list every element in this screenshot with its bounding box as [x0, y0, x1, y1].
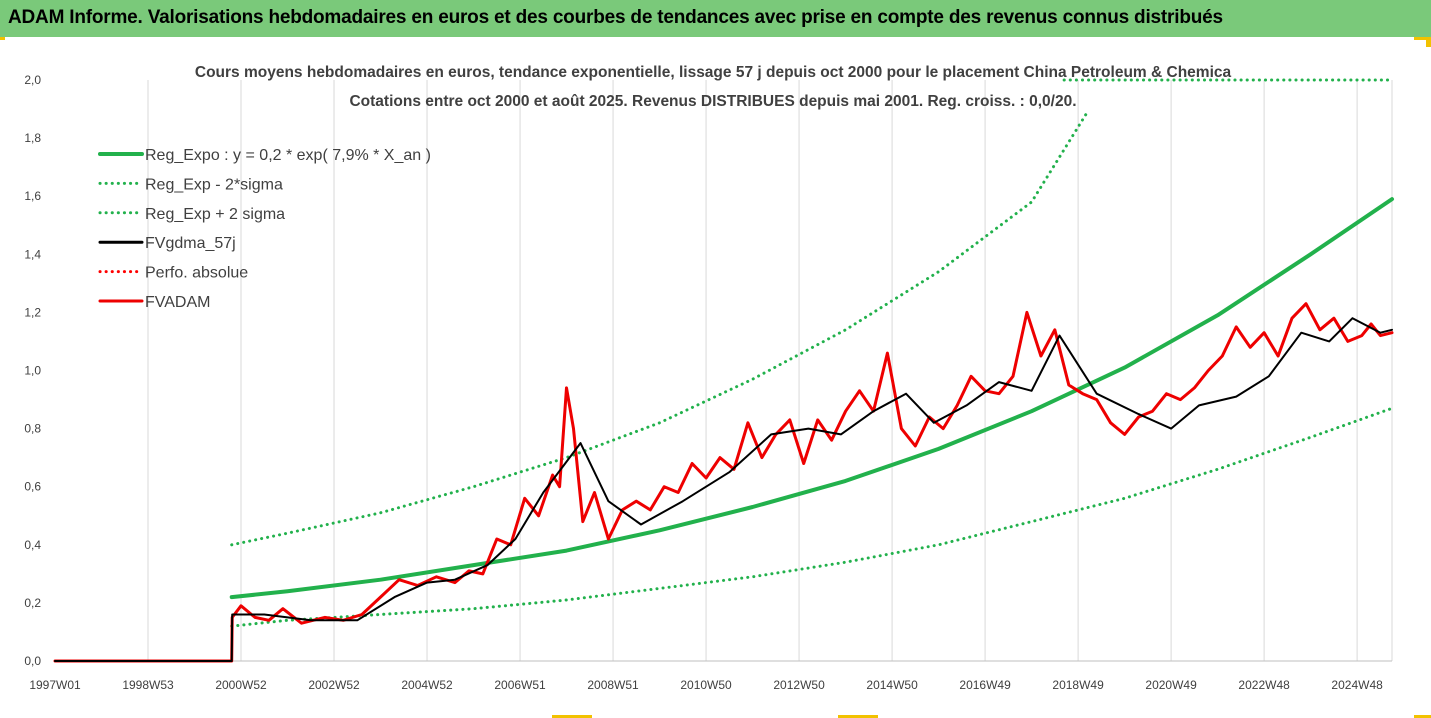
grid-lines — [147, 80, 1393, 661]
x-tick-label: 2016W49 — [959, 678, 1011, 692]
x-tick-label: 2024W48 — [1331, 678, 1383, 692]
y-tick-label: 0,0 — [24, 654, 41, 668]
legend-label: Perfo. absolue — [145, 265, 248, 282]
legend-label: Reg_Exp - 2*sigma — [145, 176, 283, 193]
series-line — [53, 302, 1394, 663]
x-tick-label: 2022W48 — [1238, 678, 1290, 692]
corner-mark — [0, 37, 5, 40]
legend-label: Reg_Expo : y = 0,2 * exp( 7,9% * X_an ) — [145, 147, 431, 164]
series-line — [54, 317, 1393, 662]
x-tick-label: 2000W52 — [215, 678, 267, 692]
y-tick-label: 0,2 — [24, 596, 41, 610]
y-axis: 0,0 0,2 0,4 0,6 0,8 1,0 1,2 1,4 1,6 1,8 2,0 — [24, 73, 41, 668]
x-tick-label: 2018W49 — [1052, 678, 1104, 692]
y-tick-label: 1,2 — [24, 305, 41, 319]
x-tick-label: 2020W49 — [1145, 678, 1197, 692]
corner-mark — [1426, 37, 1431, 47]
series-layer — [53, 78, 1394, 663]
chart-subtitle: Cotations entre oct 2000 et août 2025. R… — [349, 93, 1076, 110]
x-tick-label: 1997W01 — [29, 678, 81, 692]
y-tick-label: 1,0 — [24, 364, 41, 378]
y-tick-label: 0,8 — [24, 422, 41, 436]
x-tick-label: 2002W52 — [308, 678, 360, 692]
series-line — [230, 110, 1089, 547]
chart-title: Cours moyens hebdomadaires en euros, ten… — [195, 64, 1232, 81]
report-title: ADAM Informe. Valorisations hebdomadaire… — [8, 7, 1223, 28]
legend-label: FVADAM — [145, 294, 210, 311]
chart-area: 0,0 0,2 0,4 0,6 0,8 1,0 1,2 1,4 1,6 1,8 2,0 1997W0… — [24, 64, 1394, 692]
x-tick-label: 2010W50 — [680, 678, 732, 692]
y-tick-label: 1,4 — [24, 247, 41, 261]
x-tick-label: 2004W52 — [401, 678, 453, 692]
series-line — [230, 406, 1394, 628]
x-tick-label: 2014W50 — [866, 678, 918, 692]
x-tick-label: 2006W51 — [494, 678, 546, 692]
x-tick-label: 2012W50 — [773, 678, 825, 692]
corner-mark — [552, 715, 592, 718]
y-tick-label: 1,8 — [24, 131, 41, 145]
series-line — [229, 197, 1394, 600]
title-banner: ADAM Informe. Valorisations hebdomadaire… — [0, 0, 1431, 37]
y-tick-label: 1,6 — [24, 189, 41, 203]
x-tick-label: 1998W53 — [122, 678, 174, 692]
corner-mark — [838, 715, 878, 718]
legend-label: FVgdma_57j — [145, 235, 236, 252]
legend-label: Reg_Exp + 2 sigma — [145, 206, 285, 223]
y-tick-label: 0,4 — [24, 538, 41, 552]
corner-mark — [1414, 715, 1431, 718]
x-tick-label: 2008W51 — [587, 678, 639, 692]
legend: Reg_Expo : y = 0,2 * exp( 7,9% * X_an ) R… — [98, 147, 431, 311]
y-tick-label: 2,0 — [24, 73, 41, 87]
x-axis: 1997W01 1998W53 2000W52 2002W52 2004W52 2006W… — [29, 660, 1392, 692]
y-tick-label: 0,6 — [24, 480, 41, 494]
corner-mark — [1414, 37, 1431, 40]
